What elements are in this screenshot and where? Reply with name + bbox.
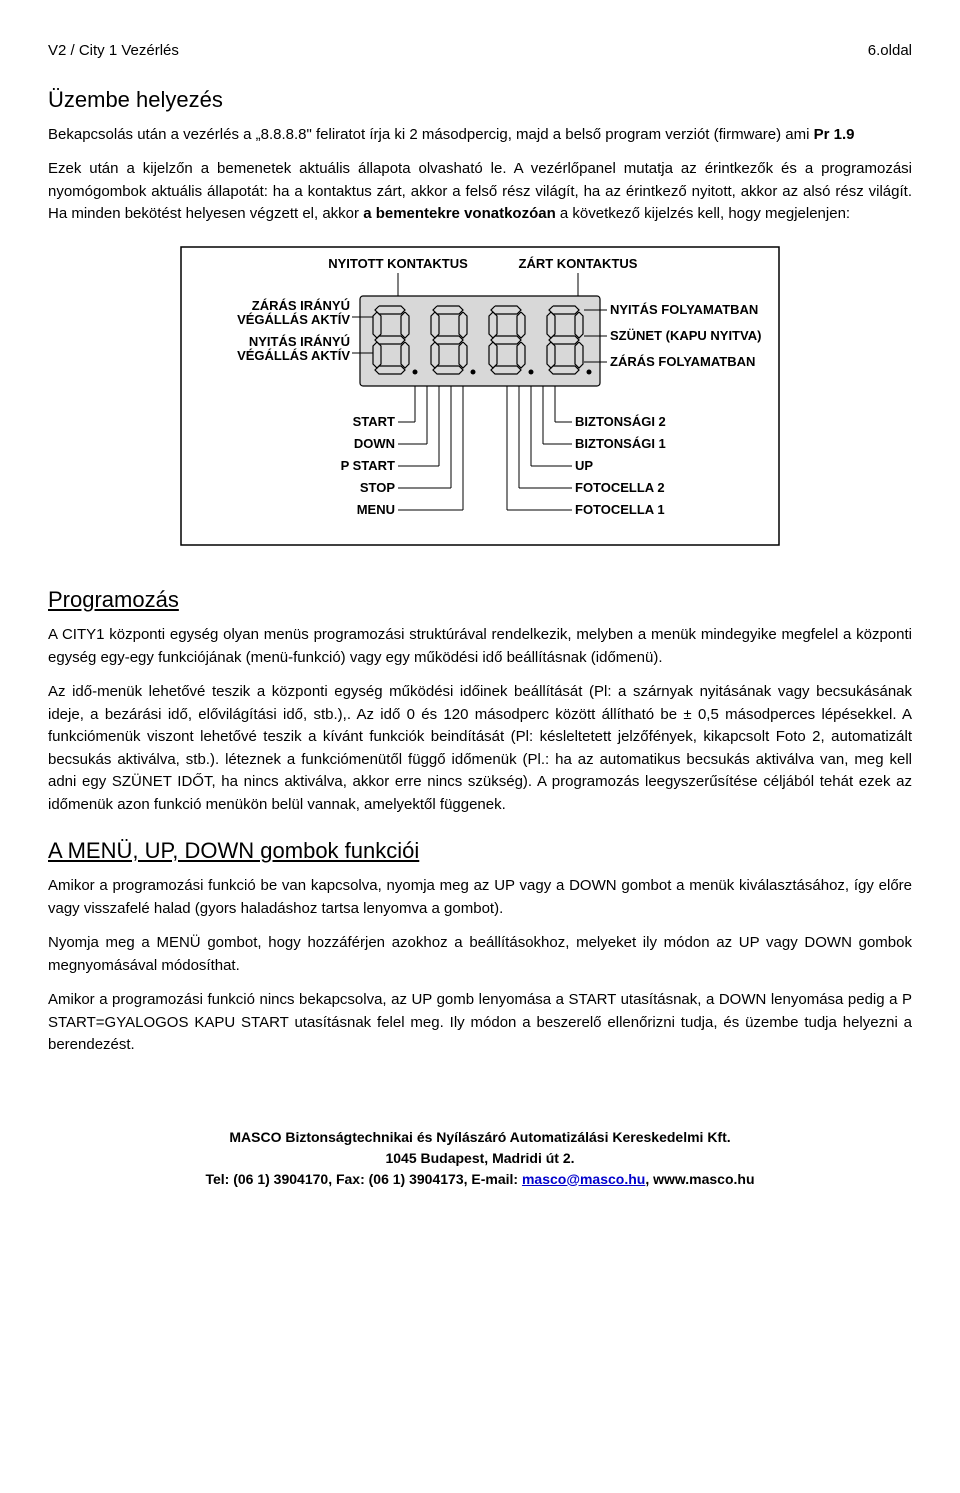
svg-text:P START: P START bbox=[341, 458, 395, 473]
svg-text:STOP: STOP bbox=[360, 480, 395, 495]
page-header: V2 / City 1 Vezérlés 6.oldal bbox=[48, 40, 912, 63]
svg-text:UP: UP bbox=[575, 458, 593, 473]
uzem-paragraph-1: Bekapcsolás után a vezérlés a „8.8.8.8" … bbox=[48, 124, 912, 147]
header-left: V2 / City 1 Vezérlés bbox=[48, 40, 179, 63]
svg-text:VÉGÁLLÁS AKTÍV: VÉGÁLLÁS AKTÍV bbox=[237, 312, 350, 327]
menu-paragraph-3: Amikor a programozási funkció nincs beka… bbox=[48, 989, 912, 1057]
uzem-paragraph-2: Ezek után a kijelzőn a bemenetek aktuáli… bbox=[48, 158, 912, 226]
page-footer: MASCO Biztonságtechnikai és Nyílászáró A… bbox=[48, 1127, 912, 1190]
text-bold: a bementekre vonatkozóan bbox=[363, 205, 556, 222]
text: , www.masco.hu bbox=[645, 1171, 754, 1187]
svg-text:MENU: MENU bbox=[357, 502, 395, 517]
svg-text:NYITOTT KONTAKTUS: NYITOTT KONTAKTUS bbox=[328, 256, 468, 271]
svg-text:BIZTONSÁGI 2: BIZTONSÁGI 2 bbox=[575, 414, 666, 429]
footer-line-2: 1045 Budapest, Madridi út 2. bbox=[48, 1148, 912, 1169]
svg-text:NYITÁS FOLYAMATBAN: NYITÁS FOLYAMATBAN bbox=[610, 302, 758, 317]
svg-text:FOTOCELLA 2: FOTOCELLA 2 bbox=[575, 480, 665, 495]
svg-text:ZÁRÁS FOLYAMATBAN: ZÁRÁS FOLYAMATBAN bbox=[610, 354, 755, 369]
header-right: 6.oldal bbox=[868, 40, 912, 63]
menu-paragraph-1: Amikor a programozási funkció be van kap… bbox=[48, 875, 912, 920]
section-title-prog: Programozás bbox=[48, 583, 912, 616]
svg-text:ZÁRT KONTAKTUS: ZÁRT KONTAKTUS bbox=[519, 256, 638, 271]
svg-text:FOTOCELLA 1: FOTOCELLA 1 bbox=[575, 502, 665, 517]
prog-paragraph-2: Az idő-menük lehetővé teszik a központi … bbox=[48, 681, 912, 816]
svg-text:NYITÁS IRÁNYÚ: NYITÁS IRÁNYÚ bbox=[249, 334, 350, 349]
svg-text:BIZTONSÁGI 1: BIZTONSÁGI 1 bbox=[575, 436, 666, 451]
firmware-version: Pr 1.9 bbox=[814, 126, 855, 143]
svg-text:SZÜNET (KAPU NYITVA): SZÜNET (KAPU NYITVA) bbox=[610, 328, 761, 343]
footer-email-link[interactable]: masco@masco.hu bbox=[522, 1171, 645, 1187]
text: Bekapcsolás után a vezérlés a „8.8.8.8" … bbox=[48, 126, 814, 143]
footer-line-3: Tel: (06 1) 3904170, Fax: (06 1) 3904173… bbox=[48, 1169, 912, 1190]
section-title-uzem: Üzembe helyezés bbox=[48, 83, 912, 116]
svg-text:ZÁRÁS IRÁNYÚ: ZÁRÁS IRÁNYÚ bbox=[252, 298, 350, 313]
footer-line-1: MASCO Biztonságtechnikai és Nyílászáró A… bbox=[48, 1127, 912, 1148]
display-diagram: NYITOTT KONTAKTUS ZÁRT KONTAKTUS bbox=[48, 246, 912, 554]
prog-paragraph-1: A CITY1 központi egység olyan menüs prog… bbox=[48, 624, 912, 669]
svg-text:START: START bbox=[353, 414, 395, 429]
svg-text:VÉGÁLLÁS AKTÍV: VÉGÁLLÁS AKTÍV bbox=[237, 348, 350, 363]
svg-text:DOWN: DOWN bbox=[354, 436, 395, 451]
text: Tel: (06 1) 3904170, Fax: (06 1) 3904173… bbox=[205, 1171, 521, 1187]
menu-paragraph-2: Nyomja meg a MENÜ gombot, hogy hozzáférj… bbox=[48, 932, 912, 977]
text: a következő kijelzés kell, hogy megjelen… bbox=[556, 205, 850, 222]
section-title-menu: A MENÜ, UP, DOWN gombok funkciói bbox=[48, 834, 912, 867]
